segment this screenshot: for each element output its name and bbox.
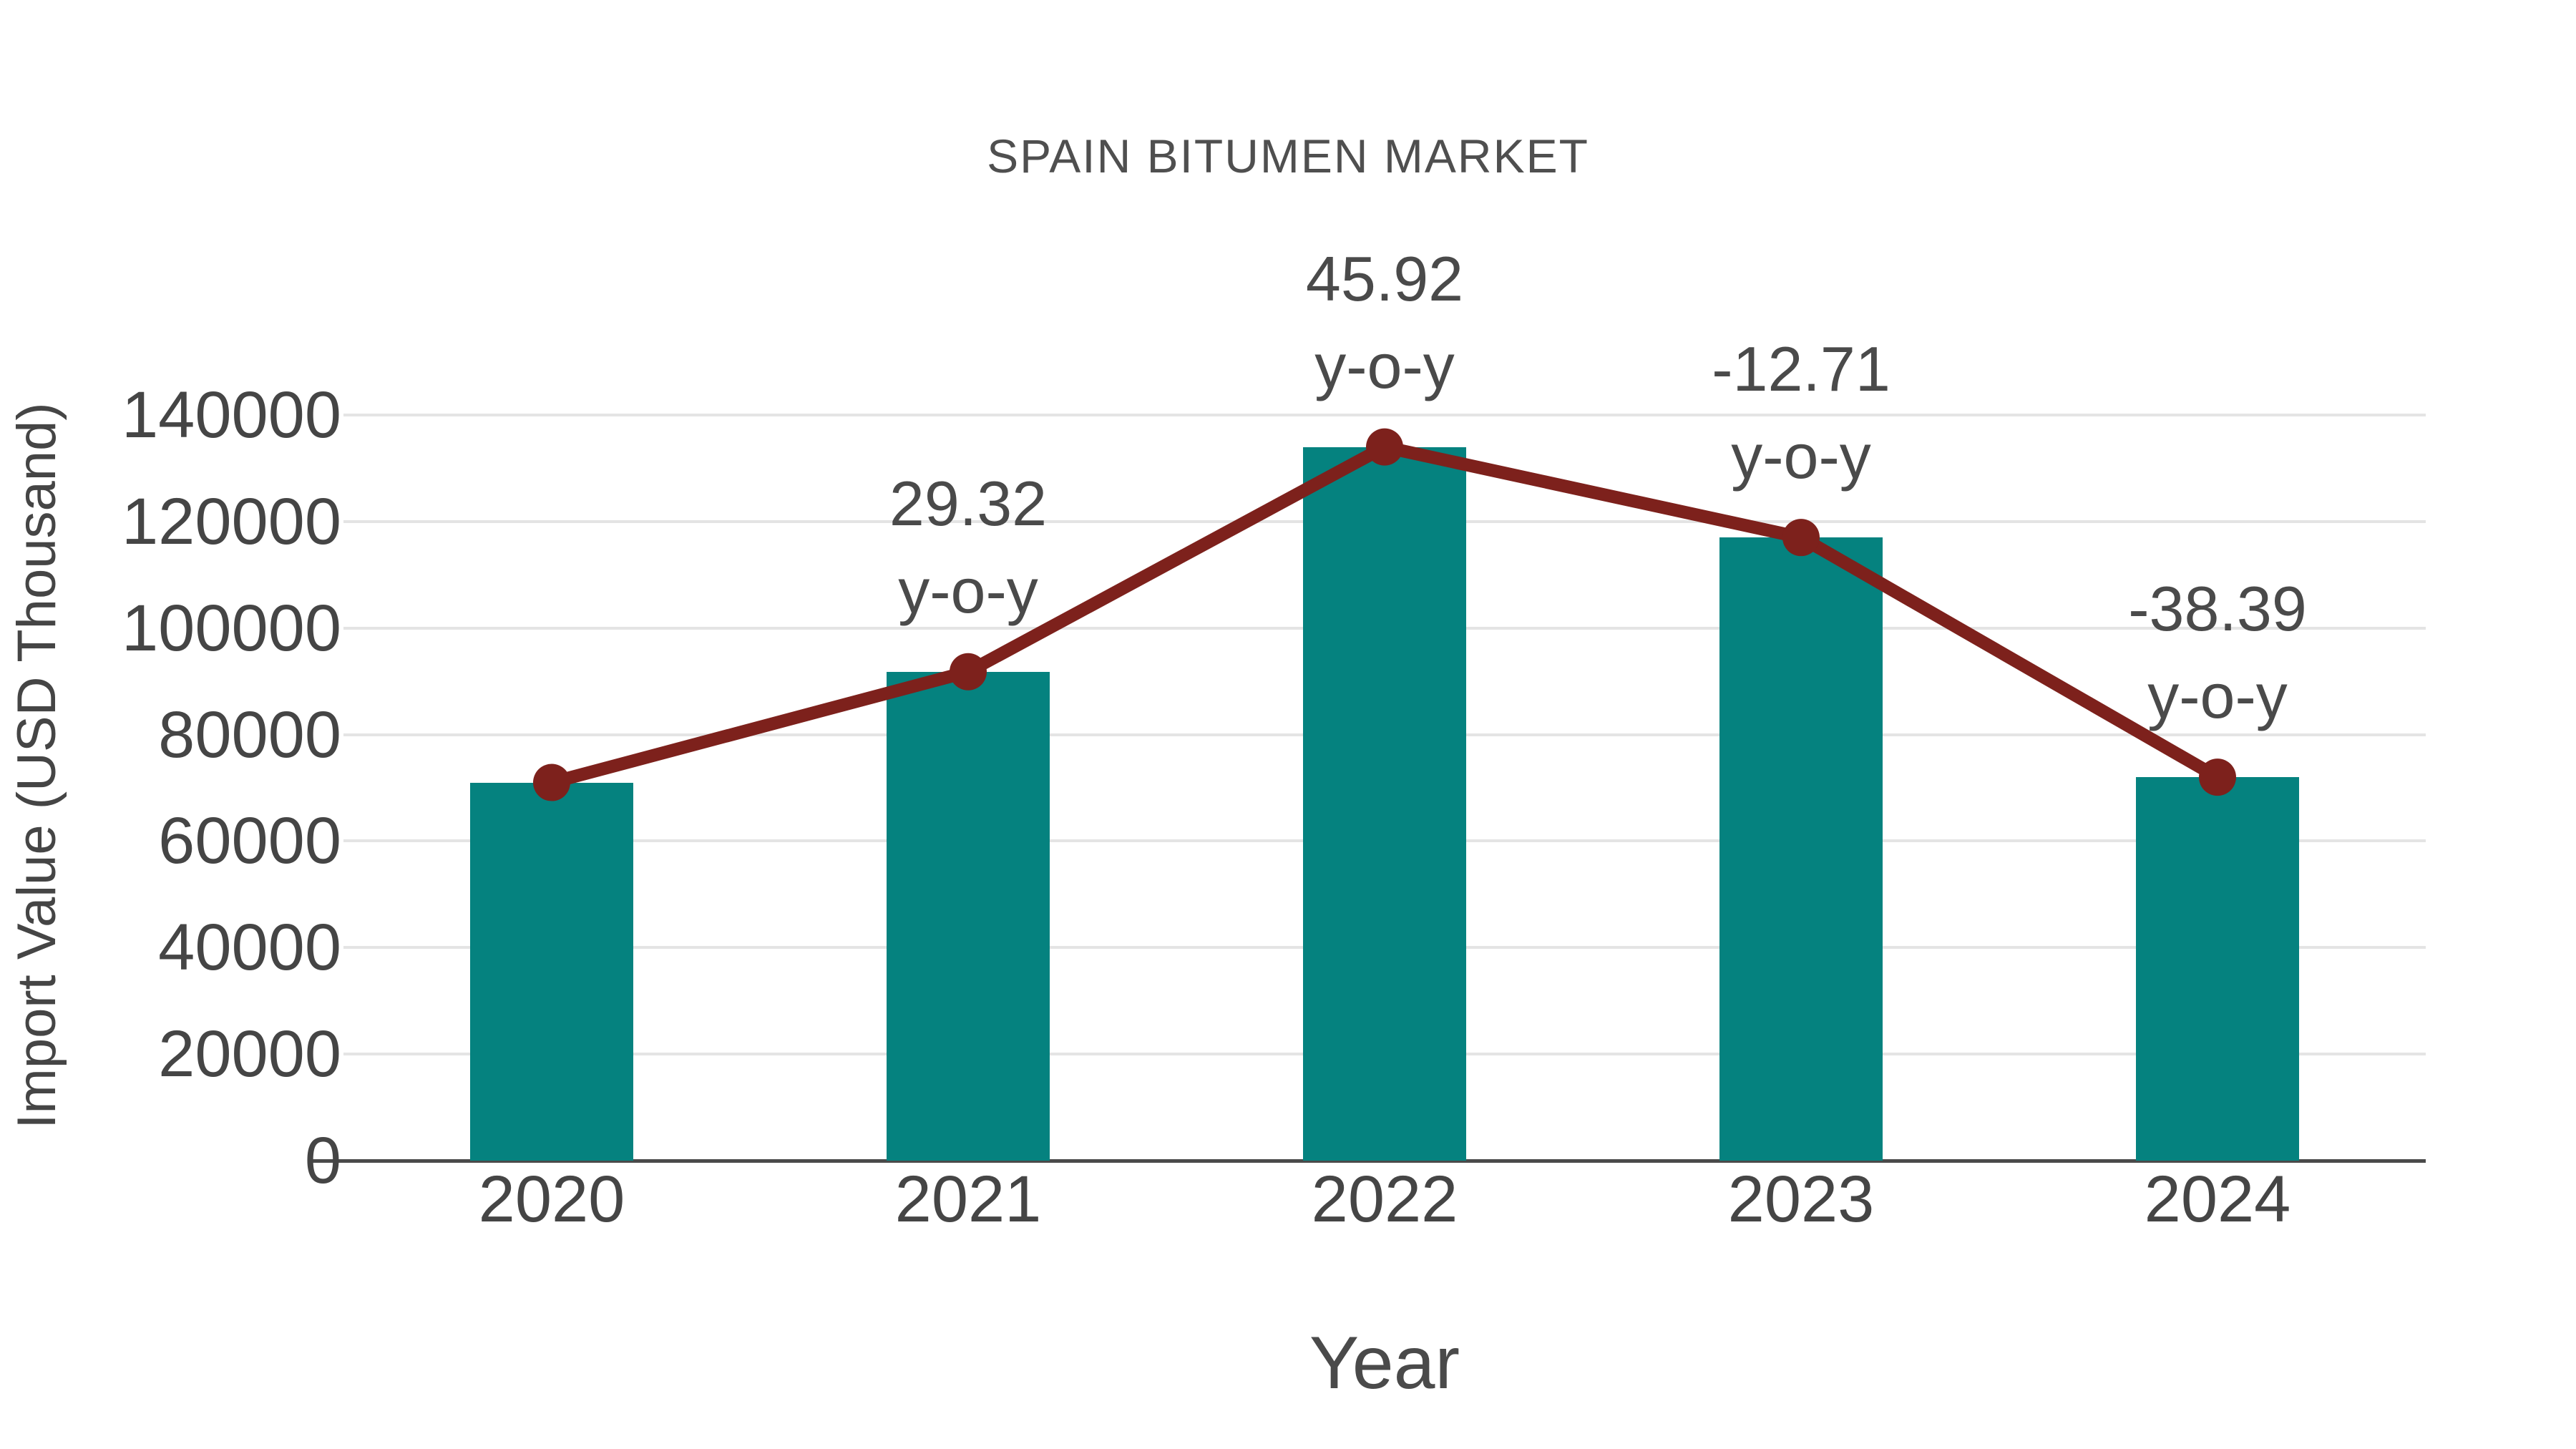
yoy-value: -38.39: [2128, 573, 2307, 645]
y-tick-label: 100000: [122, 591, 341, 665]
y-tick-label: 40000: [158, 911, 341, 985]
line-marker-2022: [1366, 428, 1403, 466]
x-tick-label: 2023: [1727, 1163, 1875, 1236]
y-tick-label: 20000: [158, 1018, 341, 1091]
y-gridline: [343, 414, 2426, 416]
point-label-2024: -38.39 y-o-y: [1989, 565, 2446, 740]
x-axis-line: [308, 1159, 2426, 1163]
y-tick-label: 60000: [158, 804, 341, 878]
x-tick-label: 2022: [1311, 1163, 1458, 1236]
x-axis-title: Year: [1309, 1322, 1460, 1405]
line-marker-2021: [950, 653, 987, 691]
chart-title: SPAIN BITUMEN MARKET: [987, 130, 1589, 182]
line-marker-2020: [533, 763, 570, 801]
yoy-suffix: y-o-y: [898, 555, 1038, 626]
point-label-2022: 45.92 y-o-y: [1156, 235, 1614, 410]
y-tick-label: 120000: [122, 484, 341, 558]
yoy-suffix: y-o-y: [2147, 660, 2288, 732]
point-label-2021: 29.32 y-o-y: [739, 460, 1197, 635]
bar-2021: [887, 671, 1050, 1161]
yoy-value: -12.71: [1712, 333, 1890, 405]
y-tick-label: 0: [304, 1124, 341, 1197]
point-label-2023: -12.71 y-o-y: [1572, 326, 2030, 500]
x-tick-label: 2021: [894, 1163, 1042, 1236]
x-tick-label: 2020: [478, 1163, 625, 1236]
yoy-value: 45.92: [1305, 243, 1464, 314]
line-marker-2024: [2199, 758, 2236, 796]
yoy-value: 29.32: [889, 467, 1048, 539]
yoy-suffix: y-o-y: [1314, 330, 1455, 401]
y-tick-label: 80000: [158, 698, 341, 771]
x-tick-label: 2024: [2144, 1163, 2291, 1236]
bar-2020: [470, 782, 633, 1161]
y-tick-label: 140000: [122, 379, 341, 452]
bar-2022: [1303, 447, 1466, 1161]
line-marker-2023: [1782, 519, 1820, 557]
yoy-suffix: y-o-y: [1731, 421, 1871, 492]
bar-2024: [2136, 777, 2299, 1161]
bar-2023: [1719, 537, 1883, 1161]
